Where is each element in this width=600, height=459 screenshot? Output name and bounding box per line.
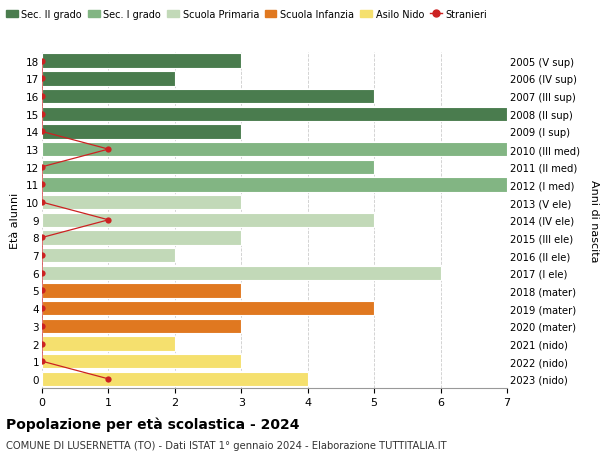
Bar [42,231,241,245]
Bar [42,178,507,192]
Y-axis label: Età alunni: Età alunni [10,192,20,248]
Bar [42,248,175,263]
Bar [42,372,308,386]
Bar [42,160,374,174]
Y-axis label: Anni di nascita: Anni di nascita [589,179,599,262]
Text: COMUNE DI LUSERNETTA (TO) - Dati ISTAT 1° gennaio 2024 - Elaborazione TUTTITALIA: COMUNE DI LUSERNETTA (TO) - Dati ISTAT 1… [6,440,446,450]
Legend: Sec. II grado, Sec. I grado, Scuola Primaria, Scuola Infanzia, Asilo Nido, Stran: Sec. II grado, Sec. I grado, Scuola Prim… [2,6,491,23]
Bar [42,90,374,104]
Bar [42,213,374,228]
Bar [42,284,241,298]
Bar [42,143,507,157]
Bar [42,107,507,122]
Bar [42,354,241,369]
Bar [42,196,241,210]
Text: Popolazione per età scolastica - 2024: Popolazione per età scolastica - 2024 [6,417,299,431]
Bar [42,319,241,333]
Bar [42,54,241,69]
Bar [42,125,241,140]
Bar [42,266,440,280]
Bar [42,301,374,316]
Bar [42,336,175,351]
Bar [42,72,175,86]
